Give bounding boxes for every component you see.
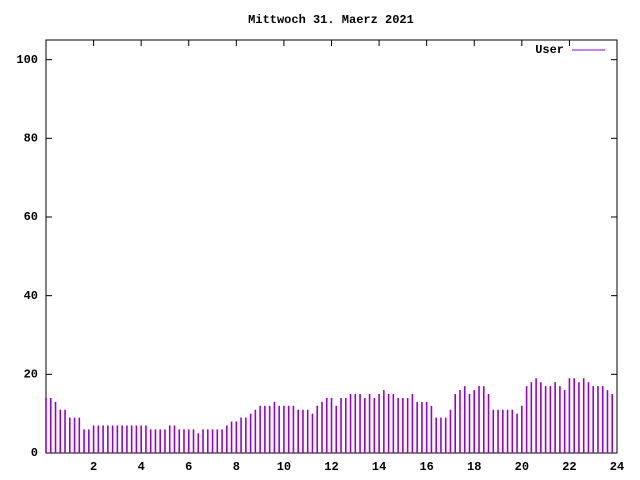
x-tick-label: 8 xyxy=(233,460,240,474)
x-tick-label: 22 xyxy=(562,460,576,474)
x-tick-label: 18 xyxy=(467,460,481,474)
legend-label: User xyxy=(535,43,564,57)
x-tick-label: 10 xyxy=(277,460,291,474)
x-tick-label: 6 xyxy=(185,460,192,474)
y-tick-label: 80 xyxy=(24,132,38,146)
x-tick-label: 16 xyxy=(419,460,433,474)
x-tick-label: 14 xyxy=(372,460,386,474)
x-tick-label: 12 xyxy=(324,460,338,474)
chart-title: Mittwoch 31. Maerz 2021 xyxy=(248,13,414,27)
x-tick-label: 2 xyxy=(90,460,97,474)
y-tick-label: 40 xyxy=(24,289,38,303)
x-tick-label: 20 xyxy=(515,460,529,474)
y-tick-label: 60 xyxy=(24,210,38,224)
y-tick-label: 0 xyxy=(31,446,38,460)
y-tick-label: 20 xyxy=(24,368,38,382)
x-tick-label: 4 xyxy=(138,460,145,474)
x-tick-label: 24 xyxy=(610,460,624,474)
y-tick-label: 100 xyxy=(16,53,38,67)
